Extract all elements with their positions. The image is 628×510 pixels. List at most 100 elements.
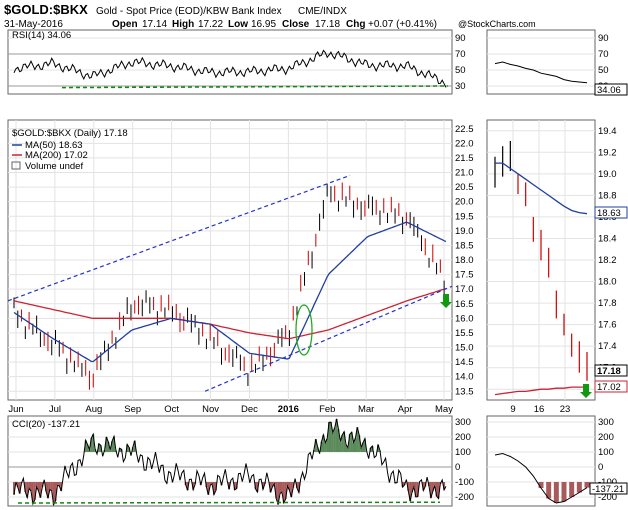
zoom-cci-y-tick: 0 [598, 462, 603, 473]
price-y-tick: 20.0 [455, 197, 474, 208]
cci-panel [7, 415, 453, 507]
watermark: @StockCharts.com [458, 19, 536, 29]
close-badge-box [594, 364, 628, 377]
legend-volume: Volume undef [25, 161, 83, 172]
zoom-cci-y-tick: -200 [598, 492, 617, 503]
price-y-tick: 16.0 [455, 313, 474, 324]
ma50-badge: 18.63 [597, 208, 621, 219]
chart-date: 31-May-2016 [4, 19, 63, 30]
ma50-badge-box [594, 206, 628, 219]
close-label: Close [282, 19, 310, 30]
price-x-tick: Nov [202, 404, 219, 415]
price-x-tick: May [435, 404, 453, 415]
price-y-tick: 17.0 [455, 284, 474, 295]
upper-trendline [7, 174, 351, 302]
price-x-tick: Apr [398, 404, 413, 415]
cci-y-tick: -100 [455, 477, 474, 488]
cci-legend: CCI(20) -137.21 [12, 419, 80, 430]
open-value: 17.14 [142, 19, 167, 30]
price-y-tick: 15.5 [455, 328, 474, 339]
low-label: Low [228, 19, 248, 30]
chg-label: Chg [346, 19, 365, 30]
zoom-y-tick: 17.6 [598, 320, 617, 331]
zoom-rsi-y-tick: 50 [598, 65, 609, 76]
zoom-cci-line [494, 452, 588, 504]
price-y-tick: 14.5 [455, 357, 474, 368]
price-y-tick: 22.0 [455, 138, 474, 149]
rsi-panel [7, 29, 453, 95]
price-y-tick: 21.5 [455, 153, 474, 164]
zoom-cci-y-tick: 300 [598, 417, 614, 428]
ma200-line [13, 287, 447, 340]
rsi-line [13, 49, 447, 88]
zoom-rsi-line [494, 61, 588, 84]
price-y-tick: 20.5 [455, 182, 474, 193]
ma200-badge: 17.02 [597, 382, 621, 393]
zoom-x-tick: 23 [560, 404, 571, 415]
chart-exchange: CME/INDX [298, 6, 347, 17]
zoom-rsi-y-tick: 90 [598, 33, 609, 44]
price-y-tick: 22.5 [455, 124, 474, 135]
zoom-y-tick: 18.8 [598, 190, 617, 201]
cci-support-line [17, 501, 441, 504]
ma50-line [13, 221, 447, 363]
zoom-y-tick: 18.0 [598, 277, 617, 288]
legend-volume-swatch [11, 161, 21, 170]
chg-value: +0.07 (+0.41%) [368, 19, 437, 30]
cci-y-tick: 200 [455, 432, 471, 443]
price-x-tick: Sep [124, 404, 141, 415]
zoom-rsi-y-tick: 70 [598, 49, 609, 60]
zoom-y-tick: 19.2 [598, 147, 617, 158]
zoom-y-tick: 17.8 [598, 298, 617, 309]
rsi-y-tick: 70 [455, 49, 466, 60]
cci-y-tick: 300 [455, 417, 471, 428]
zoom-ma200-line [494, 386, 587, 396]
chart-description: Gold - Spot Price (EOD)/KBW Bank Index [96, 6, 282, 17]
price-y-tick: 18.5 [455, 240, 474, 251]
low-value: 16.95 [251, 19, 276, 30]
cci-badge-box [589, 482, 628, 495]
main-up-arrow [440, 294, 452, 308]
zoom-y-tick: 17.4 [598, 341, 617, 352]
zoom-cci-y-tick: 200 [598, 432, 614, 443]
price-x-tick: Mar [358, 404, 374, 415]
close-value: 17.18 [315, 19, 340, 30]
price-y-tick: 13.5 [455, 386, 474, 397]
zoom-y-tick: 18.4 [598, 233, 617, 244]
rsi-badge: 34.06 [597, 85, 621, 96]
price-y-tick: 15.0 [455, 343, 474, 354]
price-x-tick: Dec [241, 404, 258, 415]
crossover-ellipse [295, 304, 313, 356]
price-x-tick: Jul [49, 404, 61, 415]
rsi-y-tick: 90 [455, 33, 466, 44]
price-y-tick: 18.0 [455, 255, 474, 266]
price-y-tick: 19.5 [455, 211, 474, 222]
price-y-tick: 17.5 [455, 270, 474, 281]
cci-y-tick: -200 [455, 492, 474, 503]
ma200-badge-box [594, 380, 628, 393]
lower-trendline [204, 285, 453, 392]
zoom-x-tick: 16 [534, 404, 545, 415]
rsi-legend: RSI(14) 34.06 [12, 30, 71, 41]
zoom-y-tick: 18.2 [598, 255, 617, 266]
high-label: High [172, 19, 194, 30]
price-x-tick: Jun [8, 404, 23, 415]
rsi-y-tick: 30 [455, 81, 466, 92]
open-label: Open [112, 19, 138, 30]
cci-badge: -137.21 [592, 484, 624, 495]
zoom-rsi-panel [486, 29, 596, 95]
price-y-tick: 21.0 [455, 168, 474, 179]
price-y-tick: 16.5 [455, 299, 474, 310]
rsi-badge-box [594, 83, 628, 96]
zoom-ma50-line [495, 162, 588, 215]
high-value: 17.22 [198, 19, 223, 30]
price-y-tick: 19.0 [455, 226, 474, 237]
rsi-y-tick: 50 [455, 65, 466, 76]
price-x-tick: Aug [85, 404, 102, 415]
zoom-up-arrow [580, 384, 592, 398]
cci-y-tick: 100 [455, 447, 471, 458]
price-y-tick: 14.0 [455, 372, 474, 383]
legend-ma50: MA(50) 18.63 [25, 140, 83, 151]
rsi-support-line [61, 85, 449, 89]
